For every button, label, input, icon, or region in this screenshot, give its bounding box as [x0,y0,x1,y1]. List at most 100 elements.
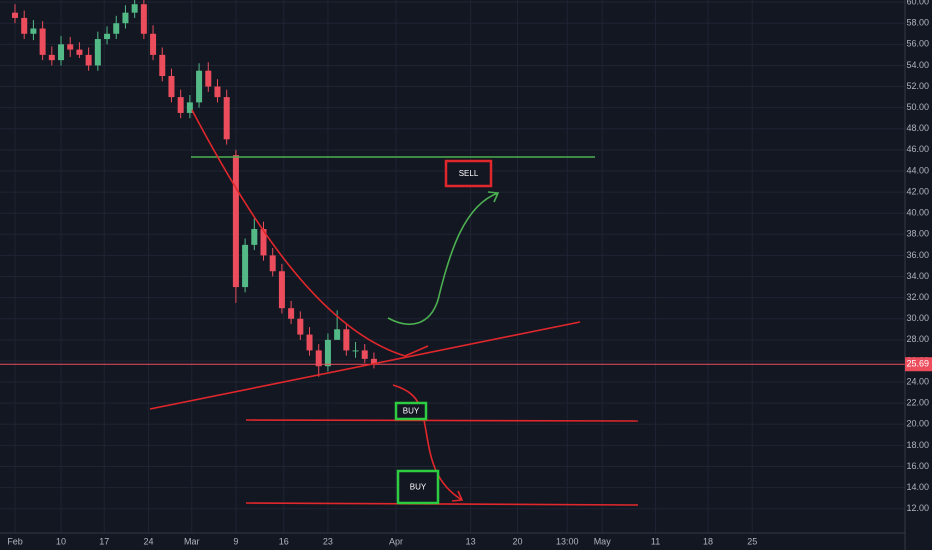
candles [0,0,905,377]
candle-body [278,271,285,309]
x-tick-label: 17 [99,536,109,546]
candle-body [12,12,19,18]
candle-body [48,54,55,61]
candle-body [260,229,267,256]
y-tick-label: 28.00 [906,334,929,344]
candle-body [223,97,230,140]
y-tick-label: 34.00 [906,271,929,281]
candle-body [352,350,359,352]
y-tick-label: 18.00 [906,440,929,450]
candle-body [131,4,138,13]
y-tick-label: 54.00 [906,60,929,70]
up-arrow [387,191,500,326]
y-tick-label: 38.00 [906,229,929,239]
candle-body [315,350,322,367]
candle-body [214,86,221,98]
candle-body [168,75,175,98]
buy-box [394,401,428,421]
x-tick-label: 13 [466,536,476,546]
x-tick-label: Feb [7,536,23,546]
x-tick-label: 10 [56,536,66,546]
candle-body [39,28,46,55]
candle-body [85,54,92,66]
y-tick-label: 50.00 [906,102,929,112]
candle-body [159,54,166,76]
x-tick-label: 13:00 [556,536,579,546]
support-line [245,502,639,506]
candle-body [196,70,203,103]
candle-body [361,350,368,359]
sell-label: SELL [459,169,479,178]
candle-body [177,97,184,113]
candle-body [122,12,129,24]
x-tick-label: 16 [279,536,289,546]
curve-tip [404,345,429,357]
candle-body [370,358,377,365]
candle-body [113,23,120,34]
candle-body [251,229,258,245]
candle-body [205,70,212,87]
x-tick-label: Apr [389,536,403,546]
candle-body [269,255,276,272]
y-tick-label: 24.00 [906,376,929,386]
x-tick-label: 23 [323,536,333,546]
y-tick-label: 60.00 [906,0,929,6]
buy-label: BUY [410,483,427,492]
x-tick-label: 18 [703,536,713,546]
candle-body [58,44,65,61]
drawings [149,109,639,506]
x-tick-label: 9 [233,536,238,546]
y-tick-label: 32.00 [906,292,929,302]
candle-body [334,329,341,340]
support-line [245,419,639,422]
candle-body [306,334,313,351]
x-tick-label: May [594,536,612,546]
candle-body [67,44,74,50]
buy-label: BUY [403,407,420,416]
y-tick-label: 16.00 [906,461,929,471]
candle-body [297,318,304,335]
y-tick-label: 48.00 [906,123,929,133]
x-tick-label: Mar [184,536,200,546]
y-tick-label: 42.00 [906,186,929,196]
last-price-box [905,357,932,372]
candle-body [324,339,331,367]
candle-body [242,244,249,288]
y-tick-label: 36.00 [906,250,929,260]
buy-box [396,469,440,505]
y-tick-label: 14.00 [906,482,929,492]
candle-body [140,4,147,34]
y-tick-label: 56.00 [906,39,929,49]
x-tick-label: 20 [513,536,523,546]
y-tick-label: 58.00 [906,18,929,28]
last-price-label: 25.69 [906,359,929,369]
candle-body [30,28,37,34]
down-arrow [423,419,464,502]
candle-body [288,308,295,319]
candle-body [76,49,83,55]
y-tick-label: 20.00 [906,419,929,429]
grid [0,0,905,533]
y-tick-label: 52.00 [906,81,929,91]
candle-body [104,33,111,40]
x-tick-label: 11 [651,536,660,546]
y-tick-label: 22.00 [906,398,929,408]
y-tick-label: 12.00 [906,503,929,513]
y-tick-label: 46.00 [906,144,929,154]
candle-body [21,17,28,34]
candle-body [186,102,193,113]
trend-line [149,321,581,410]
y-tick-label: 44.00 [906,165,929,175]
curve [191,109,406,357]
candle-body [343,329,350,351]
y-tick-label: 40.00 [906,208,929,218]
x-tick-label: 24 [143,536,153,546]
candle-body [232,155,239,288]
candle-body [94,39,101,66]
y-tick-label: 30.00 [906,313,929,323]
sell-box [444,159,493,188]
x-tick-label: 25 [747,536,757,546]
